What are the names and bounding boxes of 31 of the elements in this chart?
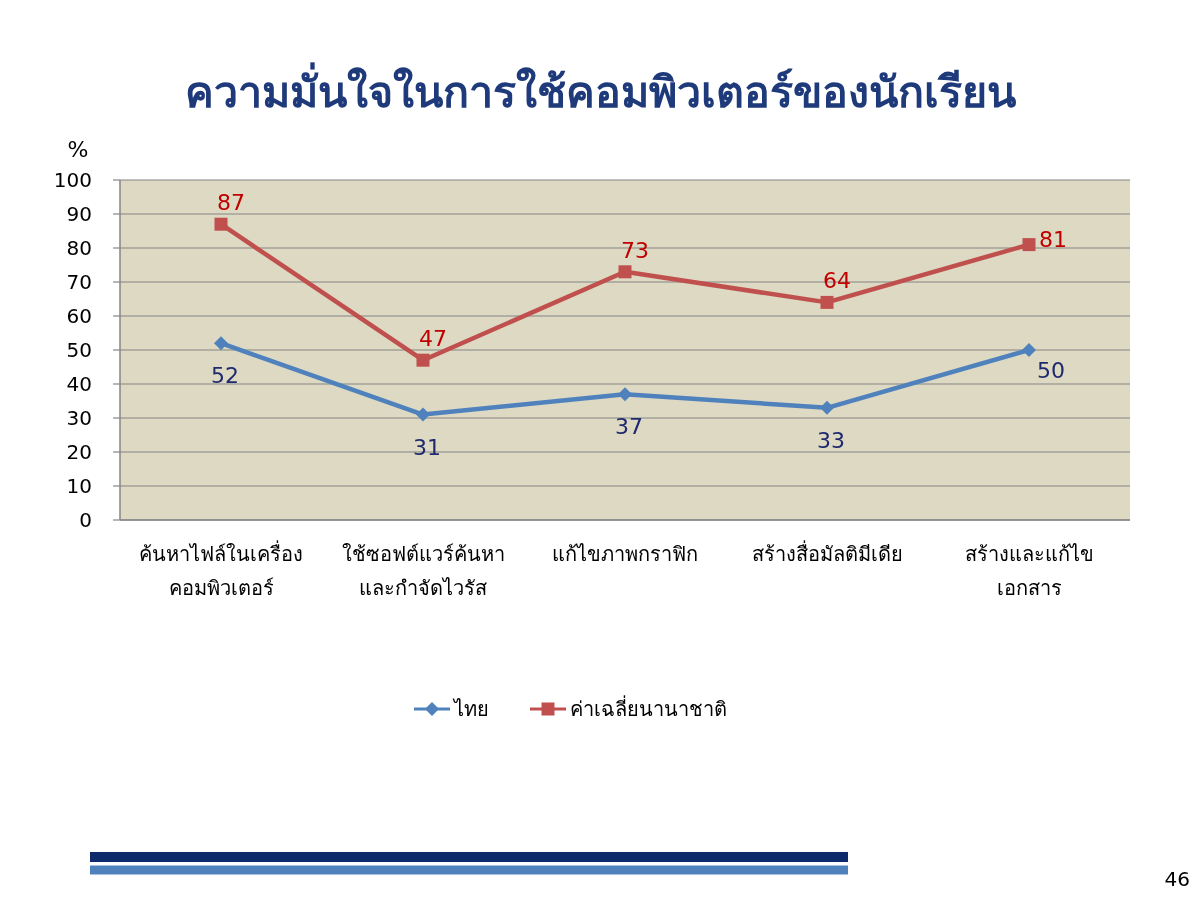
y-tick-label: 50	[66, 338, 92, 362]
data-label: 50	[1037, 358, 1065, 383]
data-label: 64	[823, 268, 851, 294]
x-tick-label: ค้นหาไฟล์ในเครื่อง คอมพิวเตอร์	[139, 542, 303, 600]
data-label: 37	[615, 414, 643, 440]
data-label: 87	[217, 190, 245, 216]
y-tick-label: 60	[66, 304, 92, 328]
annotation: 46	[1164, 867, 1190, 891]
data-label: 31	[413, 434, 441, 460]
data-label: 52	[211, 363, 239, 389]
legend-label: ค่าเฉลี่ยนานาชาติ	[570, 697, 727, 721]
x-tick-label: แก้ไขภาพกราฟิก	[552, 542, 698, 566]
data-label: 73	[621, 237, 649, 263]
y-tick-label: 0	[79, 508, 92, 532]
y-tick-label: 100	[53, 168, 92, 192]
data-label: 47	[419, 326, 447, 352]
data-label: 81	[1039, 226, 1067, 252]
y-tick-label: 90	[66, 202, 92, 226]
x-tick-label: สร้างและแก้ไข เอกสาร	[964, 542, 1094, 600]
y-tick-label: 70	[66, 270, 92, 294]
y-tick-label: 20	[66, 440, 92, 464]
title: ความมั่นใจในการใช้คอมพิวเตอร์ของนักเรียน	[0, 52, 1200, 132]
x-tick-label: ใช้ซอฟต์แวร์ค้นหา และกำจัดไวรัส	[341, 542, 505, 600]
y-tick-label: 30	[66, 406, 92, 430]
y-tick-label: 10	[66, 474, 92, 498]
y-axis-title: %	[67, 137, 89, 162]
y-tick-label: 80	[66, 236, 92, 260]
data-label: 33	[817, 427, 845, 453]
x-tick-label: สร้างสื่อมัลติมีเดีย	[751, 542, 903, 566]
legend-label: ไทย	[454, 697, 489, 721]
y-tick-label: 40	[66, 372, 92, 396]
